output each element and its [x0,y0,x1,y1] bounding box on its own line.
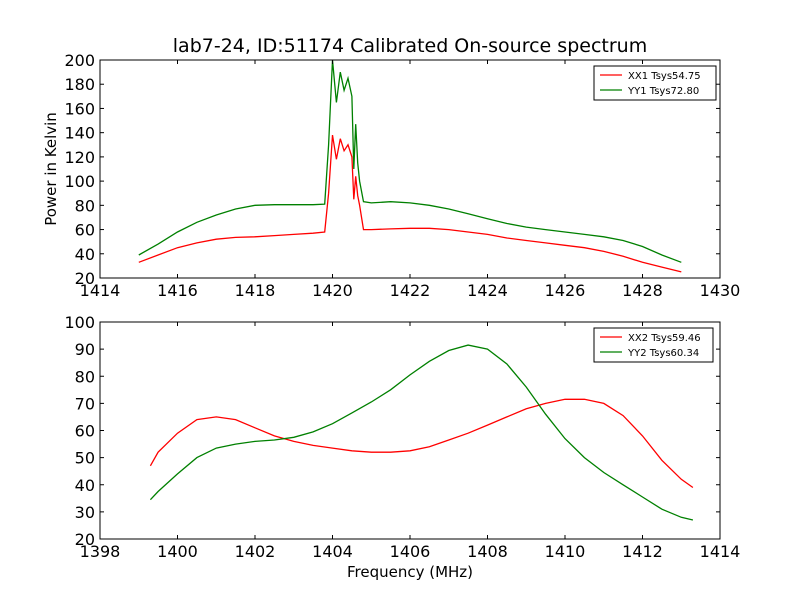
y-tick-label: 60 [75,422,95,441]
x-axis-label: Frequency (MHz) [347,563,473,581]
legend: XX1 Tsys54.75 YY1 Tsys72.80 [593,65,717,101]
y-tick-label: 100 [64,313,95,332]
legend-label: XX2 Tsys59.46 [628,333,701,344]
y-tick-label: 40 [75,245,95,264]
y-tick-label: 50 [75,449,95,468]
x-tick-label: 1408 [467,542,508,561]
y-tick-label: 30 [75,503,95,522]
x-tick-label: 1426 [545,281,586,300]
x-tick-label: 1414 [700,542,741,561]
x-tick-label: 1420 [312,281,353,300]
y-tick-label: 20 [75,269,95,288]
y-tick-label: 200 [64,51,95,70]
series-line-yy [149,344,694,521]
y-tick-label: 100 [64,172,95,191]
y-tick-label: 70 [75,394,95,413]
x-tick-label: 1414 [80,281,121,300]
y-tick-label: 160 [64,99,95,118]
legend-box [593,65,717,101]
bottom-spectrum-plot: 1398 1400 1402 1404 1406 1408 1410 1412 1414 20 30… [64,313,740,581]
x-tick-label: 1428 [622,281,663,300]
y-tick-label: 180 [64,75,95,94]
y-tick-label: 80 [75,367,95,386]
x-tick-label: 1406 [390,542,431,561]
y-tick-label: 80 [75,196,95,215]
legend-box [593,327,714,363]
x-tick-label: 1404 [312,542,353,561]
x-tick-label: 1424 [467,281,508,300]
x-tick-label: 1402 [235,542,276,561]
x-tick-label: 1412 [622,542,663,561]
x-tick-label: 1430 [700,281,741,300]
legend: XX2 Tsys59.46 YY2 Tsys60.34 [593,327,714,363]
x-tick-label: 1410 [545,542,586,561]
y-tick-label: 90 [75,340,95,359]
y-axis-label: Power in Kelvin [42,112,60,226]
legend-label: XX1 Tsys54.75 [628,71,701,82]
x-tick-label: 1418 [235,281,276,300]
x-tick-label: 1400 [157,542,198,561]
figure-title: lab7-24, ID:51174 Calibrated On-source s… [173,35,647,57]
x-tick-label: 1398 [80,542,121,561]
top-spectrum-plot: 1414 1416 1418 1420 1422 1424 1426 1428 1430 20 40… [42,51,740,300]
series-line-xx [138,134,682,273]
x-tick-label: 1416 [157,281,198,300]
x-tick-label: 1422 [390,281,431,300]
y-tick-label: 20 [75,530,95,549]
y-tick-label: 120 [64,148,95,167]
legend-label: YY1 Tsys72.80 [627,86,699,97]
series-line-xx [149,398,694,489]
legend-label: YY2 Tsys60.34 [627,348,699,359]
y-tick-label: 40 [75,476,95,495]
y-tick-label: 140 [64,124,95,143]
y-tick-label: 60 [75,221,95,240]
series-line-yy [138,60,682,263]
